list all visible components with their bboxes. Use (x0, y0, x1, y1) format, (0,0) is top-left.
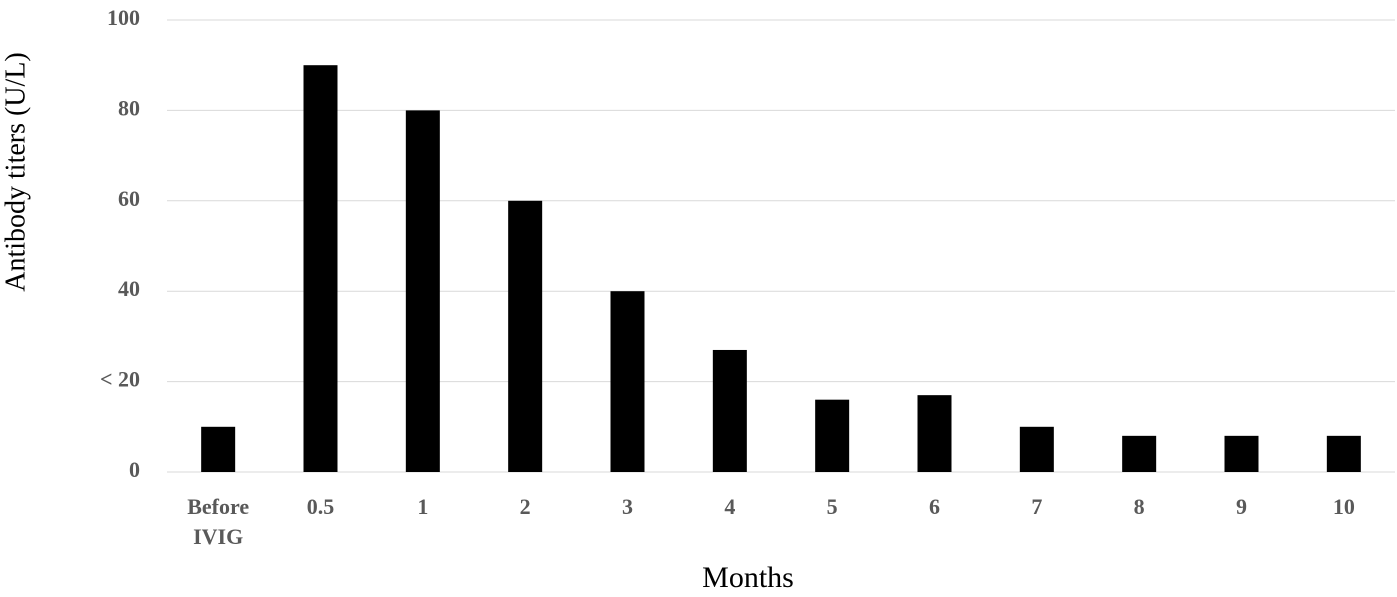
bar (201, 426, 236, 472)
bar (712, 349, 747, 472)
bar (1019, 426, 1054, 472)
bar (610, 291, 645, 472)
x-tick-label: 7 (1031, 494, 1043, 519)
y-tick-label: < 20 (100, 367, 140, 392)
x-tick-label: 6 (929, 494, 940, 519)
bar (1326, 435, 1361, 472)
x-tick-label: 1 (417, 494, 429, 519)
x-tick-label: Before IVIG (187, 494, 250, 549)
y-tick-label: 60 (118, 186, 140, 211)
bar (405, 110, 440, 473)
bar (1122, 435, 1157, 472)
bar (815, 399, 850, 472)
x-tick-label: 4 (724, 494, 736, 519)
x-tick-label: 5 (826, 494, 838, 519)
x-axis-label: Months (702, 561, 794, 594)
x-tick-label: 8 (1133, 494, 1145, 519)
bar (508, 200, 543, 473)
y-tick-label: 40 (118, 276, 140, 301)
x-tick-label: 10 (1332, 494, 1355, 519)
x-tick-label: 9 (1236, 494, 1247, 519)
y-axis-label: Antibody titers (U/L) (0, 52, 31, 292)
x-tick-label: 3 (622, 494, 633, 519)
x-tick-label: 0.5 (306, 494, 335, 519)
x-tick-label: 2 (519, 494, 531, 519)
bar (303, 65, 338, 472)
y-tick-label: 100 (107, 5, 140, 30)
bar (1224, 435, 1259, 472)
y-tick-label: 0 (129, 457, 140, 482)
y-tick-label: 80 (118, 95, 140, 120)
bar (917, 395, 952, 472)
